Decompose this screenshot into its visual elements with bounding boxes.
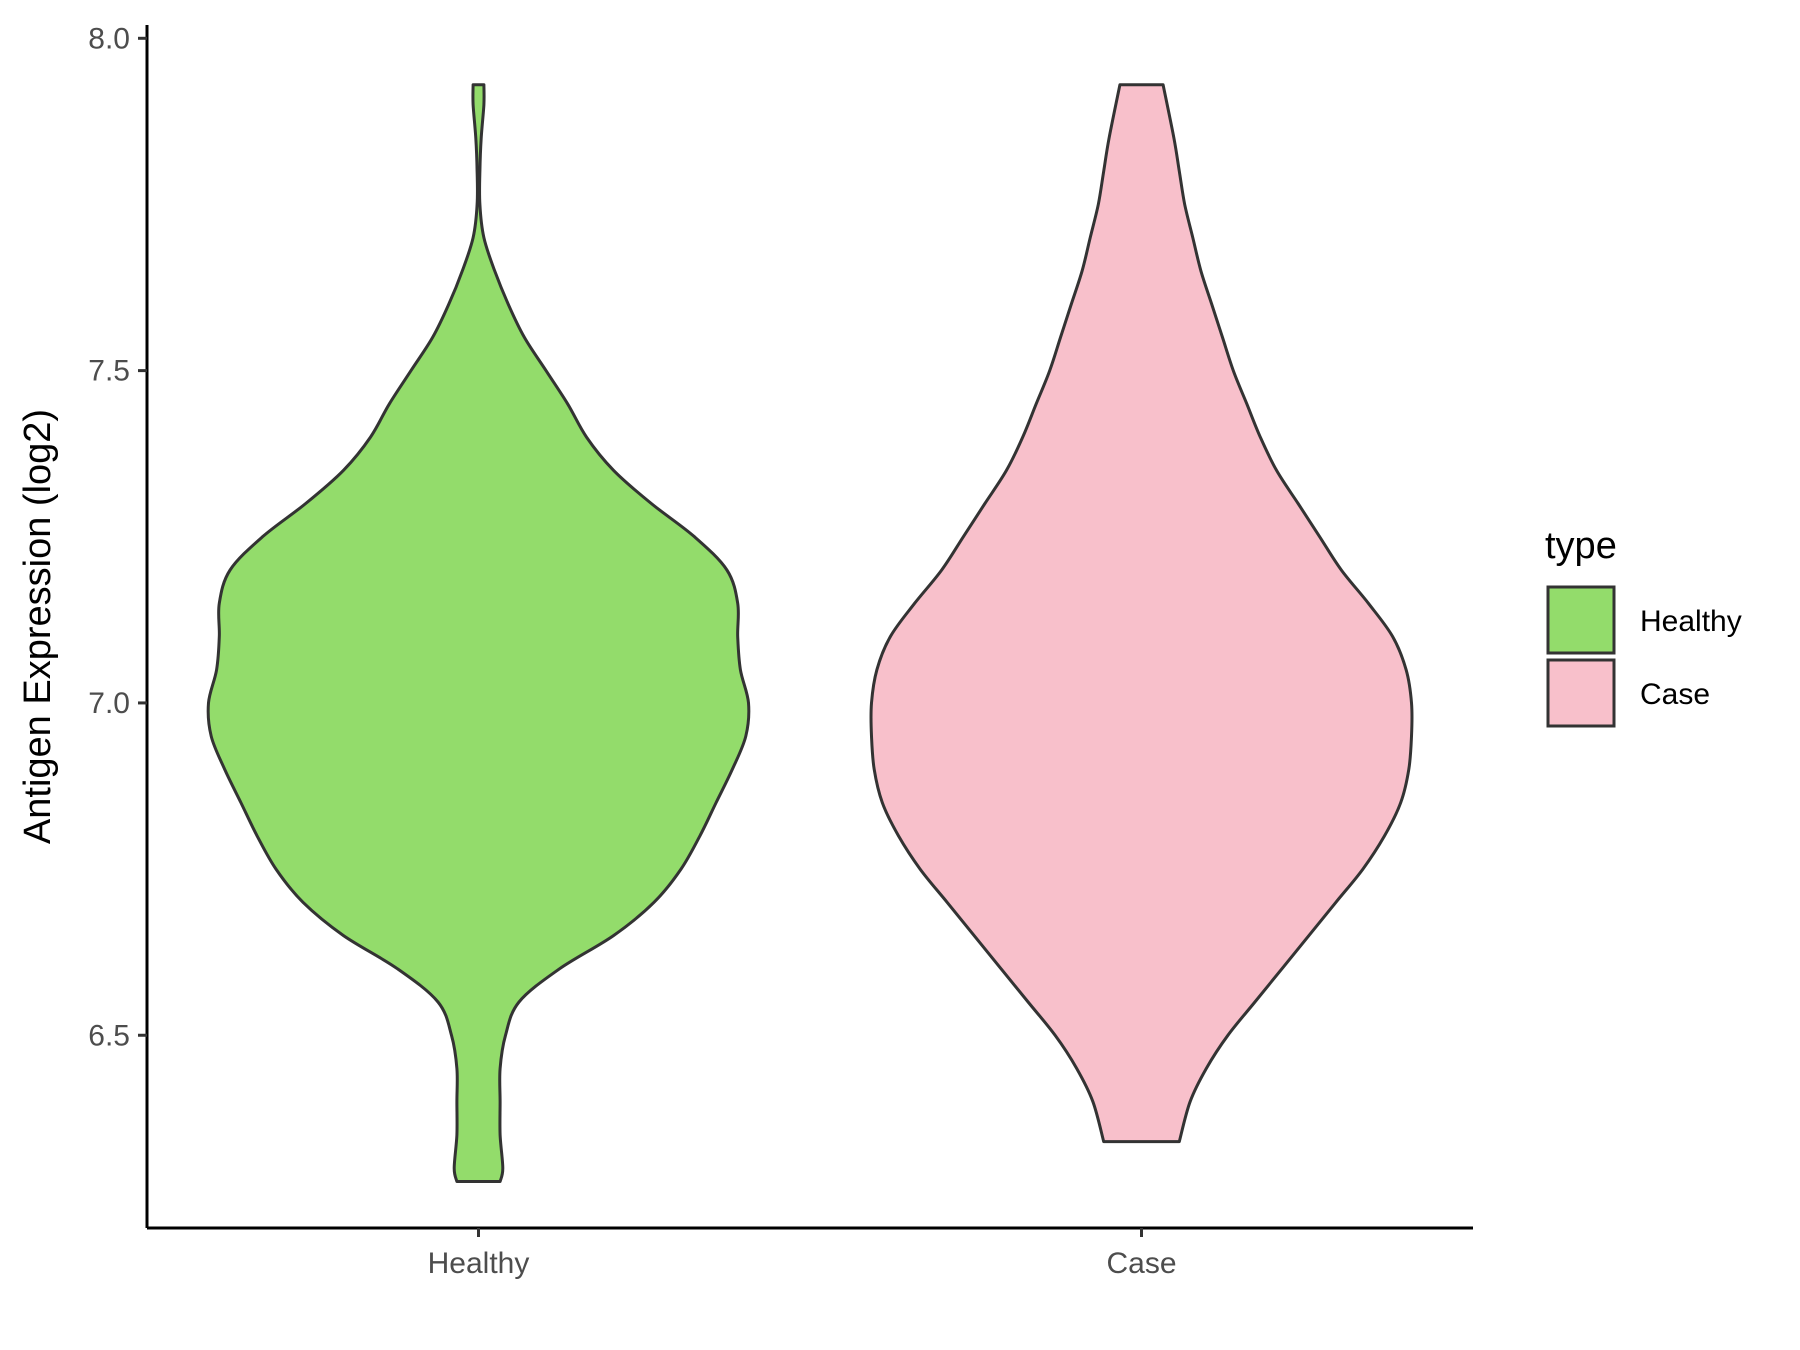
x-tick-label: Case [1106, 1247, 1176, 1280]
legend-key-healthy [1546, 585, 1616, 655]
x-ticks-group: Healthy Case [428, 1228, 1177, 1280]
x-tick-label: Healthy [428, 1247, 530, 1280]
y-axis-title: Antigen Expression (log2) [17, 409, 59, 844]
legend-title: type [1545, 525, 1617, 567]
y-tick-label: 6.5 [88, 1019, 130, 1052]
violins-group [206, 83, 1414, 1183]
legend-label-healthy: Healthy [1640, 605, 1742, 638]
violin-case [869, 83, 1414, 1144]
violin-healthy [206, 83, 751, 1183]
y-tick-label: 8.0 [88, 22, 130, 55]
y-tick-label: 7.5 [88, 355, 130, 388]
legend-key-case [1546, 658, 1616, 728]
legend: type Healthy Case [1545, 525, 1742, 728]
y-ticks-group: 6.5 7.0 7.5 8.0 [88, 22, 147, 1052]
y-tick-label: 7.0 [88, 687, 130, 720]
legend-label-case: Case [1640, 678, 1710, 711]
